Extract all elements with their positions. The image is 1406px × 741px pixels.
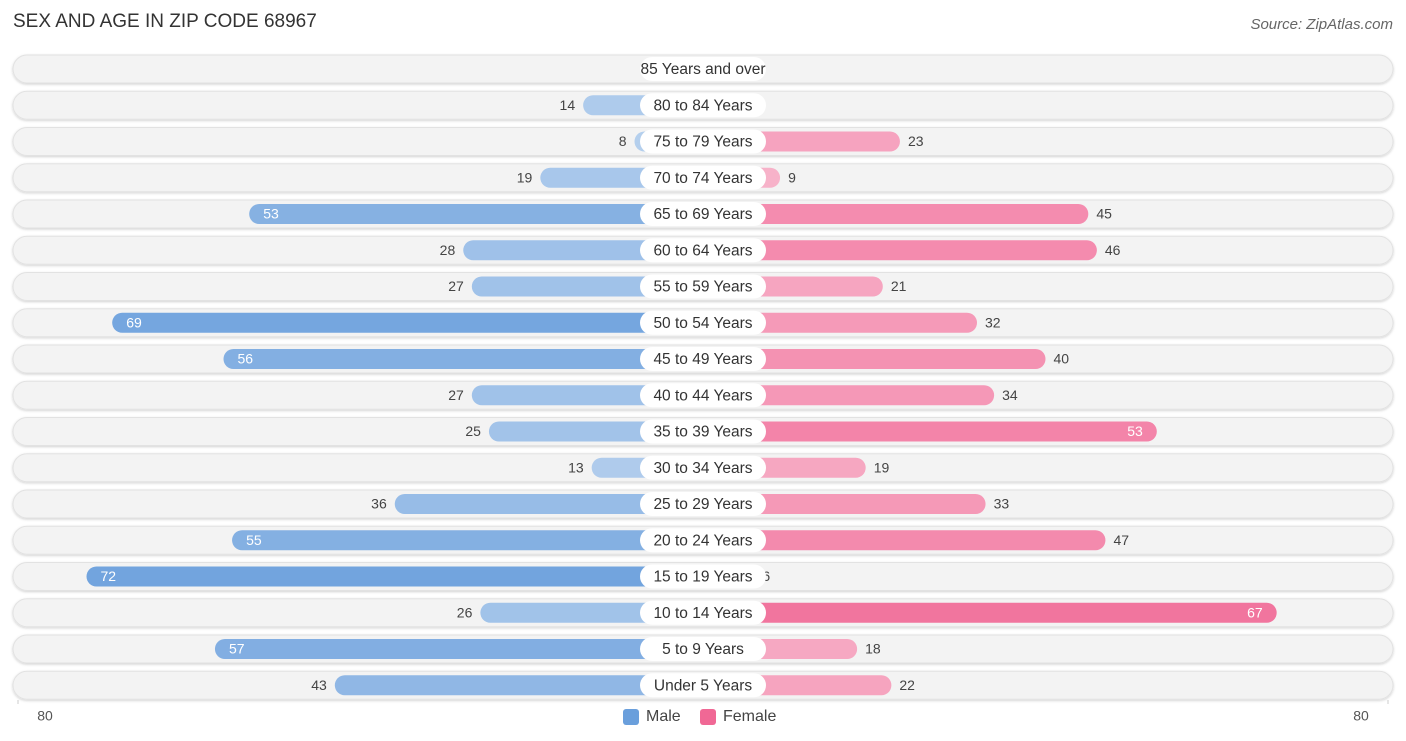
value-label: 69 — [126, 314, 142, 330]
value-label: 56 — [238, 351, 254, 367]
value-label: 32 — [985, 314, 1001, 330]
category-label: 40 to 44 Years — [653, 387, 752, 404]
category-label: 30 to 34 Years — [653, 460, 752, 477]
value-label: 67 — [1247, 604, 1263, 620]
bar — [703, 385, 995, 406]
category-label: 5 to 9 Years — [662, 641, 744, 658]
value-label: 27 — [448, 387, 464, 403]
category-label: 75 to 79 Years — [653, 134, 752, 151]
value-label: 19 — [517, 169, 533, 185]
legend-swatch — [700, 709, 716, 725]
category-label-bg — [640, 419, 766, 444]
category-label: 65 to 69 Years — [653, 206, 752, 223]
value-label: 72 — [101, 568, 117, 584]
category-label-bg — [640, 637, 766, 661]
bar — [249, 204, 703, 224]
category-label: 15 to 19 Years — [653, 569, 752, 586]
category-label: 85 Years and over — [641, 61, 766, 78]
legend-swatch — [623, 709, 639, 725]
category-label: 80 to 84 Years — [653, 97, 752, 114]
value-label: 40 — [1054, 351, 1070, 367]
category-label: 55 to 59 Years — [653, 279, 752, 296]
value-label: 21 — [891, 278, 907, 294]
value-label: 22 — [899, 677, 915, 693]
category-label-bg — [640, 310, 766, 335]
category-label-bg — [640, 455, 766, 480]
legend-label: Female — [723, 708, 776, 725]
value-label: 45 — [1096, 206, 1112, 222]
source: Source: ZipAtlas.com — [1250, 16, 1393, 33]
bar — [214, 639, 703, 659]
bar — [703, 240, 1097, 261]
category-label-bg — [640, 673, 766, 698]
bar — [703, 530, 1106, 551]
value-label: 36 — [371, 496, 387, 512]
value-label: 57 — [229, 641, 245, 657]
bar — [232, 530, 703, 551]
category-label: 70 to 74 Years — [653, 170, 752, 187]
category-label-bg — [640, 93, 766, 118]
category-label: Under 5 Years — [654, 677, 752, 694]
category-label: 10 to 14 Years — [653, 605, 752, 622]
value-label: 6 — [762, 568, 770, 584]
x-tick-label: 80 — [37, 708, 53, 724]
value-label: 23 — [908, 133, 924, 149]
category-label-bg — [640, 528, 766, 553]
bar — [334, 675, 703, 696]
value-label: 8 — [619, 133, 627, 149]
category-label: 25 to 29 Years — [653, 496, 752, 513]
value-label: 13 — [568, 459, 584, 475]
value-label: 34 — [1002, 387, 1018, 403]
value-label: 33 — [994, 496, 1010, 512]
bar — [703, 349, 1046, 369]
value-label: 25 — [465, 423, 481, 439]
chart-title: SEX AND AGE IN ZIP CODE 68967 — [13, 11, 317, 32]
value-label: 9 — [788, 169, 796, 185]
category-label-bg — [640, 129, 766, 154]
bar — [703, 602, 1277, 623]
category-label-bg — [640, 57, 766, 81]
category-label-bg — [640, 347, 766, 371]
value-label: 43 — [311, 677, 327, 693]
category-label-bg — [640, 600, 766, 625]
bar — [703, 312, 977, 333]
value-label: 27 — [448, 278, 464, 294]
value-label: 28 — [440, 242, 456, 258]
category-label: 60 to 64 Years — [653, 242, 752, 259]
value-label: 55 — [246, 532, 262, 548]
category-label-bg — [640, 165, 766, 190]
category-label-bg — [640, 238, 766, 263]
bar — [86, 566, 703, 587]
category-label: 20 to 24 Years — [653, 532, 752, 549]
value-label: 47 — [1113, 532, 1129, 548]
bar — [394, 494, 703, 514]
category-label: 50 to 54 Years — [653, 315, 752, 332]
category-label: 35 to 39 Years — [653, 424, 752, 441]
value-label: 18 — [865, 641, 881, 657]
bar — [703, 204, 1089, 224]
value-label: 14 — [560, 97, 576, 113]
category-label-bg — [640, 383, 766, 408]
category-label: 45 to 49 Years — [653, 351, 752, 368]
legend-label: Male — [646, 708, 681, 725]
value-label: 19 — [874, 459, 890, 475]
value-label: 53 — [1127, 423, 1143, 439]
bar — [703, 494, 986, 514]
category-label-bg — [640, 202, 766, 226]
value-label: 53 — [263, 206, 279, 222]
bar — [223, 349, 703, 369]
category-label-bg — [640, 274, 766, 299]
bar — [112, 312, 703, 333]
category-label-bg — [640, 564, 766, 589]
category-label-bg — [640, 492, 766, 516]
x-tick-label: 80 — [1353, 708, 1369, 724]
value-label: 26 — [457, 604, 473, 620]
bar — [703, 421, 1157, 442]
value-label: 46 — [1105, 242, 1121, 258]
